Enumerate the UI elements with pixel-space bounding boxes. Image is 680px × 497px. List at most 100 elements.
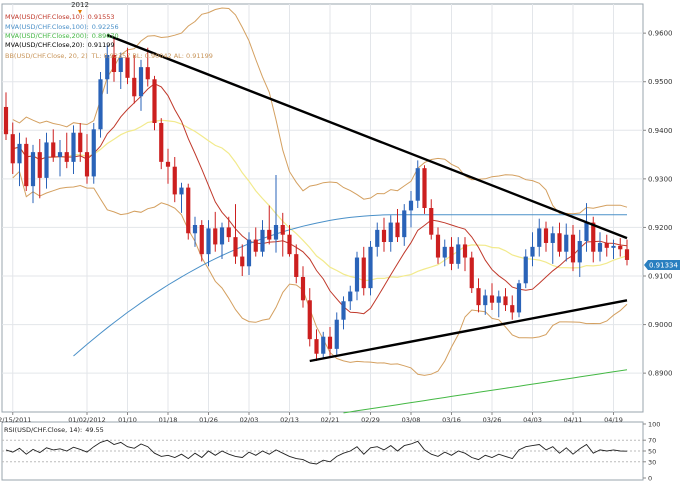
- candle-body: [206, 228, 211, 255]
- legend: MVA(USD/CHF.Close,10): 0.91553 MVA(USD/CH…: [5, 13, 213, 60]
- candle-body: [192, 225, 198, 234]
- candle-body: [159, 123, 164, 162]
- legend-entry-mva100: MVA(USD/CHF.Close,100): 0.92256: [5, 23, 119, 31]
- candle-body: [591, 222, 596, 252]
- candle-body: [415, 168, 420, 201]
- candle-body: [172, 166, 177, 195]
- candle-body: [132, 77, 137, 97]
- resistance-trendline: [106, 33, 628, 240]
- x-tick-label: 04/03: [523, 416, 542, 424]
- year-marker-icon: [78, 10, 82, 14]
- price-tag-icon: [644, 260, 680, 270]
- candle-body: [503, 296, 508, 306]
- candle-body: [368, 246, 373, 289]
- year-label: 2012: [71, 1, 89, 9]
- candle-body: [300, 276, 306, 301]
- candle-body: [186, 187, 191, 234]
- candle-body: [361, 257, 366, 289]
- support-trendline: [309, 299, 628, 363]
- rsi-tick-label: 0: [648, 475, 652, 483]
- candle-body: [557, 233, 562, 252]
- rsi-tick-label: 30: [648, 458, 656, 466]
- candle-body: [510, 305, 515, 313]
- candle-body: [219, 227, 225, 245]
- candles: [3, 38, 630, 361]
- x-tick-label: 01/18: [159, 416, 178, 424]
- y-tick-label: 0.9300: [648, 175, 673, 183]
- candle-body: [199, 225, 204, 255]
- candle-body: [321, 336, 326, 354]
- y-tick-label: 0.9100: [648, 273, 673, 281]
- candle-body: [429, 208, 434, 235]
- y-tick-label: 0.9200: [648, 224, 673, 232]
- candle-body: [348, 291, 353, 302]
- candle-body: [516, 283, 522, 313]
- candle-body: [543, 228, 549, 243]
- candle-body: [246, 239, 252, 267]
- x-tick-label: 02/29: [361, 416, 380, 424]
- candle-body: [24, 143, 29, 187]
- candle-body: [530, 246, 535, 257]
- candle-body: [375, 229, 380, 247]
- candle-body: [618, 245, 623, 250]
- candle-body: [287, 234, 292, 255]
- candle-body: [314, 339, 319, 354]
- y-tick-label: 0.8900: [648, 370, 673, 378]
- candle-body: [280, 225, 285, 235]
- candle-body: [483, 295, 488, 306]
- candle-body: [240, 256, 245, 267]
- x-tick-label: 02/21: [321, 416, 340, 424]
- y-tick-label: 0.9600: [648, 30, 673, 38]
- candle-body: [489, 295, 495, 303]
- candle-body: [341, 301, 346, 320]
- rsi-line: [5, 439, 628, 465]
- x-tick-label: 12/15/2011: [0, 416, 31, 424]
- candle-body: [564, 234, 569, 252]
- candle-body: [84, 152, 90, 177]
- candle-body: [469, 257, 474, 289]
- candle-body: [388, 222, 393, 242]
- candle-body: [327, 336, 333, 349]
- rsi-tick-label: 100: [648, 421, 660, 429]
- x-tick-label: 02/03: [240, 416, 259, 424]
- candle-body: [260, 229, 265, 252]
- x-tick-label: 03/08: [402, 416, 421, 424]
- candle-body: [3, 106, 9, 135]
- y-tick-label: 0.9500: [648, 78, 673, 86]
- candle-body: [125, 57, 130, 78]
- x-tick-label: 01/26: [199, 416, 218, 424]
- candle-body: [550, 233, 555, 243]
- candle-body: [402, 210, 407, 238]
- trendlines: [106, 33, 628, 363]
- candle-body: [611, 245, 616, 248]
- candle-body: [37, 152, 42, 178]
- candle-body: [395, 222, 400, 238]
- candle-body: [462, 244, 468, 258]
- candle-body: [57, 152, 63, 157]
- candle-body: [138, 67, 144, 97]
- candle-body: [145, 67, 150, 80]
- x-tick-label: 04/11: [564, 416, 583, 424]
- candle-body: [111, 55, 117, 72]
- candle-body: [17, 143, 22, 164]
- candle-body: [91, 129, 96, 177]
- bollinger-lower-line: [12, 170, 628, 376]
- candle-body: [10, 134, 15, 164]
- candle-body: [570, 234, 576, 263]
- legend-entry-mva20: MVA(USD/CHF.Close,20): 0.91199: [5, 41, 115, 49]
- x-tick-label: 03/26: [483, 416, 502, 424]
- candle-body: [422, 168, 427, 208]
- mva100-line: [73, 214, 627, 357]
- x-tick-label: 01/10: [118, 416, 137, 424]
- mva200-line: [343, 369, 628, 414]
- candle-body: [273, 225, 279, 240]
- current-price-tag: 0.91334: [644, 260, 680, 270]
- rsi-label: RSI(USD/CHF.Close, 14): 49.55: [4, 426, 104, 434]
- rsi-tick-label: 50: [648, 448, 656, 456]
- candle-body: [523, 256, 528, 284]
- candle-body: [307, 300, 312, 340]
- x-tick-label: 01/02/2012: [68, 416, 105, 424]
- rsi-tick-label: 70: [648, 437, 656, 445]
- candle-body: [476, 288, 481, 306]
